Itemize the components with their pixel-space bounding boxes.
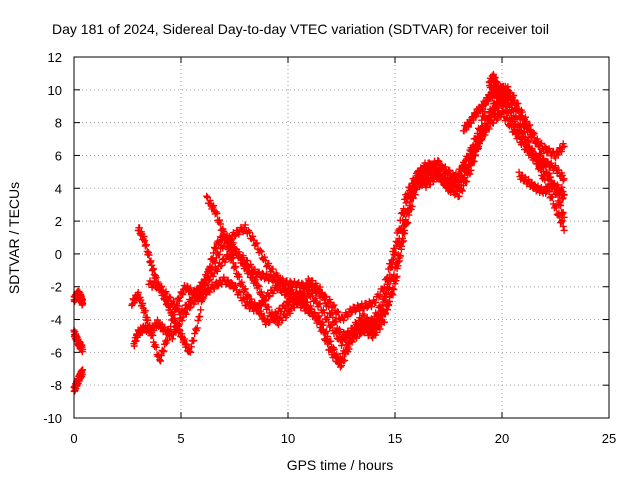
series-arc-8 xyxy=(460,82,512,135)
chart-title: Day 181 of 2024, Sidereal Day-to-day VTE… xyxy=(52,21,549,37)
y-tick-label: 8 xyxy=(55,116,62,131)
data-point-markers xyxy=(460,82,512,135)
x-tick-label: 25 xyxy=(602,431,616,446)
y-tick-label: -6 xyxy=(50,345,62,360)
y-tick-label: -8 xyxy=(50,378,62,393)
data-point-markers xyxy=(203,91,568,371)
plot-frame xyxy=(73,56,610,419)
x-tick-label: 15 xyxy=(388,431,402,446)
series-arc-2 xyxy=(128,99,568,365)
series-arc-early-c xyxy=(70,366,87,395)
y-tick-label: 0 xyxy=(55,247,62,262)
y-tick-label: 4 xyxy=(55,181,62,196)
x-tick-label: 0 xyxy=(70,431,77,446)
data-point-markers xyxy=(70,366,87,395)
y-tick-label: 10 xyxy=(48,83,62,98)
y-tick-label: -10 xyxy=(43,411,62,426)
x-tick-label: 5 xyxy=(177,431,184,446)
y-tick-label: 2 xyxy=(55,214,62,229)
y-tick-label: 6 xyxy=(55,148,62,163)
axis-ticks: -10 -8 -6 -4 -2 0 2 4 6 8 10 12 0 5 10 15 20 25 xyxy=(43,50,616,446)
data-point-markers xyxy=(128,99,568,365)
data-point-markers xyxy=(70,287,87,309)
data-point-markers xyxy=(515,168,568,198)
series-arc-early-a xyxy=(70,287,87,309)
y-tick-label: -2 xyxy=(50,280,62,295)
x-tick-label: 10 xyxy=(281,431,295,446)
series-arc-5 xyxy=(203,91,568,371)
y-axis-label: SDTVAR / TECUs xyxy=(6,182,22,294)
x-tick-label: 20 xyxy=(495,431,509,446)
data-point-markers xyxy=(70,326,87,356)
y-tick-label: 12 xyxy=(48,50,62,65)
y-tick-label: -4 xyxy=(50,313,62,328)
series-arc-6 xyxy=(515,168,568,198)
series-arc-early-b xyxy=(70,326,87,356)
data-series xyxy=(70,70,568,395)
x-axis-label: GPS time / hours xyxy=(287,457,394,473)
